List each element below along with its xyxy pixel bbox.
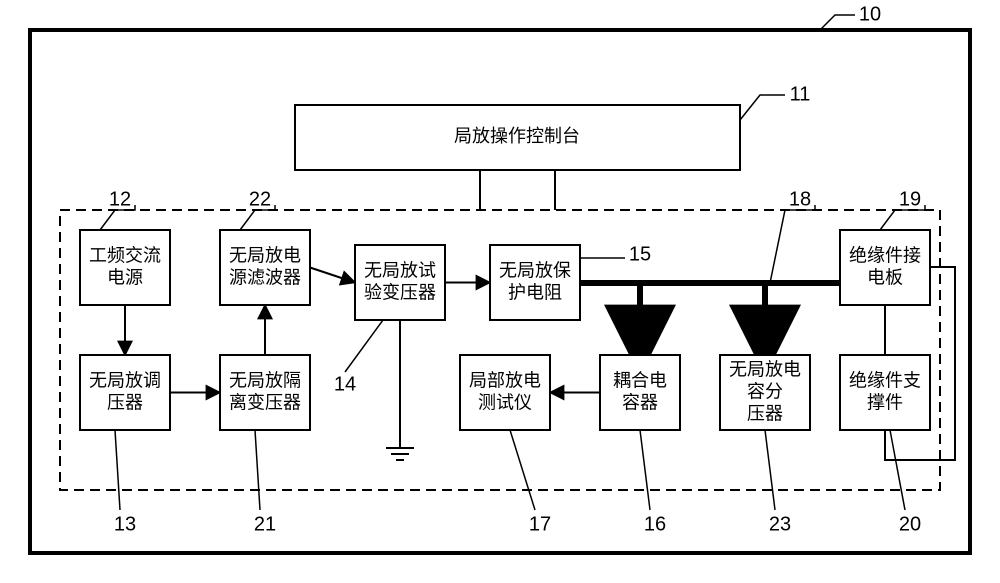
node-text-n23-2: 压器 [747,403,783,423]
node-text-n17-0: 局部放电 [469,370,541,390]
ref-n21-leader [255,430,260,510]
node-text-n19-0: 绝缘件接 [849,245,921,265]
ref-n22-label: 22 [249,188,271,210]
ref-n12-label: 12 [109,188,131,210]
ref-n23-leader [765,430,775,510]
node-text-n21-0: 无局放隔 [229,370,301,390]
ref-n13-leader [115,430,120,510]
ref-n23-label: 23 [769,513,791,535]
node-text-n13-1: 压器 [107,392,143,412]
ref-n14-leader [345,320,383,372]
ref-n14-label: 14 [334,373,356,395]
ref-10-label: 10 [859,3,881,25]
node-text-n16-0: 耦合电 [613,370,667,390]
ref-11-leader [740,95,785,120]
ref-18-leader [770,205,815,283]
ref-n19-label: 19 [899,188,921,210]
ref-n17-label: 17 [529,513,551,535]
node-text-n19-1: 电板 [867,267,903,287]
node-text-n14-1: 验变压器 [364,282,436,302]
node-text-n15-1: 护电阻 [508,282,562,302]
ref-11-label: 11 [790,83,811,105]
node-text-n15-0: 无局放保 [499,260,571,280]
ref-n15-label: 15 [629,243,651,265]
ref-n13-label: 13 [114,513,136,535]
ref-n20-leader [890,430,905,510]
ref-n16-label: 16 [644,513,666,535]
node-text-n17-1: 测试仪 [478,392,532,412]
console-label: 局放操作控制台 [454,126,580,146]
ref-10-leader [820,15,855,30]
ref-n16-leader [640,430,650,510]
node-text-n12-0: 工频交流 [89,245,161,265]
node-text-n20-0: 绝缘件支 [849,370,921,390]
ref-n17-leader [510,430,535,510]
node-text-n23-0: 无局放电 [729,359,801,379]
node-text-n22-0: 无局放电 [229,245,301,265]
node-text-n14-0: 无局放试 [364,260,436,280]
node-text-n21-1: 离变压器 [229,392,301,412]
node-text-n13-0: 无局放调 [89,370,161,390]
ref-n21-label: 21 [254,513,276,535]
arrow-n22-n14 [310,268,355,283]
diagram-canvas: 局放操作控制台工频交流电源无局放调压器无局放电源滤波器无局放隔离变压器无局放试验… [0,0,1000,583]
node-text-n20-1: 撑件 [867,392,903,412]
ref-18-label: 18 [789,188,811,210]
node-text-n22-1: 源滤波器 [229,267,301,287]
ref-n20-label: 20 [899,513,921,535]
node-text-n12-1: 电源 [107,267,143,287]
node-text-n16-1: 容器 [622,392,658,412]
node-text-n23-1: 容分 [747,381,783,401]
